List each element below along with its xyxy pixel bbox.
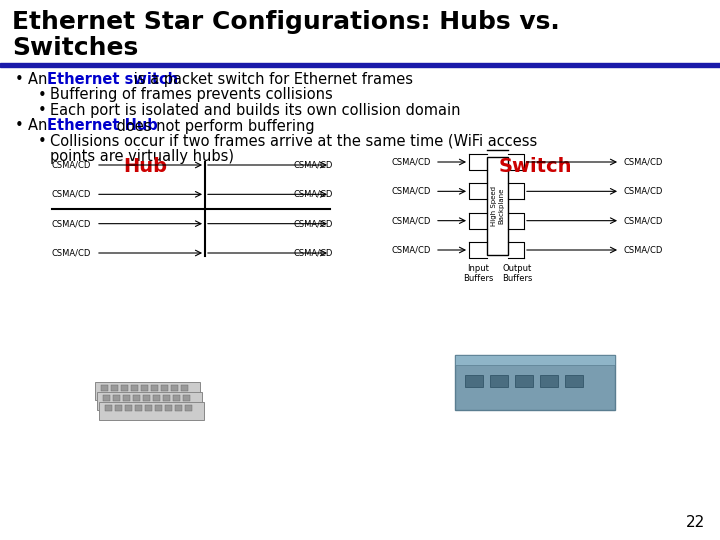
Bar	[105, 405, 112, 411]
Text: CSMA/CD: CSMA/CD	[623, 158, 662, 166]
Text: Ethernet Hub: Ethernet Hub	[47, 118, 158, 133]
Text: CSMA/CD: CSMA/CD	[294, 160, 333, 170]
Text: 22: 22	[685, 515, 705, 530]
Text: CSMA/CD: CSMA/CD	[623, 216, 662, 225]
Text: •: •	[38, 87, 47, 103]
Text: •: •	[15, 72, 24, 87]
Bar	[490, 375, 508, 387]
Bar	[121, 385, 128, 391]
Bar	[455, 355, 615, 410]
Text: Hub: Hub	[123, 157, 167, 176]
Text: CSMA/CD: CSMA/CD	[392, 158, 431, 166]
Bar	[153, 395, 160, 401]
Bar	[113, 395, 120, 401]
Bar	[455, 355, 615, 365]
Text: CSMA/CD: CSMA/CD	[623, 246, 662, 254]
Bar	[173, 395, 180, 401]
Text: CSMA/CD: CSMA/CD	[294, 219, 333, 228]
Bar	[565, 375, 583, 387]
Text: Buffering of frames prevents collisions: Buffering of frames prevents collisions	[50, 87, 333, 103]
Text: CSMA/CD: CSMA/CD	[392, 187, 431, 196]
Bar	[161, 385, 168, 391]
Text: CSMA/CD: CSMA/CD	[294, 248, 333, 258]
Text: is a packet switch for Ethernet frames: is a packet switch for Ethernet frames	[129, 72, 413, 87]
Bar	[141, 385, 148, 391]
Bar	[95, 382, 200, 400]
Bar	[185, 405, 192, 411]
Text: Input
Buffers: Input Buffers	[463, 264, 493, 284]
Text: Ethernet switch: Ethernet switch	[47, 72, 178, 87]
Text: •: •	[38, 134, 47, 149]
Bar	[123, 395, 130, 401]
Text: Collisions occur if two frames arrive at the same time (WiFi access: Collisions occur if two frames arrive at…	[50, 134, 537, 149]
Bar	[175, 405, 182, 411]
Bar	[115, 405, 122, 411]
Text: CSMA/CD: CSMA/CD	[392, 246, 431, 254]
Text: CSMA/CD: CSMA/CD	[52, 160, 91, 170]
Bar	[145, 405, 152, 411]
Text: Switch: Switch	[498, 157, 572, 176]
Text: Switches: Switches	[12, 36, 138, 60]
Bar	[143, 395, 150, 401]
Bar	[155, 405, 162, 411]
Text: Ethernet Star Configurations: Hubs vs.: Ethernet Star Configurations: Hubs vs.	[12, 10, 559, 34]
Bar	[540, 375, 558, 387]
Bar	[487, 157, 508, 255]
Bar	[181, 385, 188, 391]
Bar	[0, 63, 720, 67]
Text: CSMA/CD: CSMA/CD	[52, 190, 91, 199]
Text: CSMA/CD: CSMA/CD	[392, 216, 431, 225]
Bar	[465, 375, 483, 387]
Text: •: •	[38, 103, 47, 118]
Text: CSMA/CD: CSMA/CD	[52, 248, 91, 258]
Bar	[133, 395, 140, 401]
Text: CSMA/CD: CSMA/CD	[623, 187, 662, 196]
Text: Output
Buffers: Output Buffers	[502, 264, 532, 284]
Text: •: •	[15, 118, 24, 133]
Bar	[111, 385, 118, 391]
Text: CSMA/CD: CSMA/CD	[294, 190, 333, 199]
Text: Each port is isolated and builds its own collision domain: Each port is isolated and builds its own…	[50, 103, 461, 118]
Bar	[171, 385, 178, 391]
Text: An: An	[28, 118, 52, 133]
Text: An: An	[28, 72, 52, 87]
Bar	[103, 395, 110, 401]
Bar	[151, 385, 158, 391]
Text: points are virtually hubs): points are virtually hubs)	[50, 150, 234, 165]
Bar	[97, 392, 202, 410]
Bar	[165, 405, 172, 411]
Text: CSMA/CD: CSMA/CD	[52, 219, 91, 228]
Text: High Speed
Backplane: High Speed Backplane	[491, 186, 504, 226]
Text: does not perform buffering: does not perform buffering	[112, 118, 315, 133]
Bar	[183, 395, 190, 401]
Bar	[125, 405, 132, 411]
Bar	[131, 385, 138, 391]
Bar	[99, 402, 204, 420]
Bar	[101, 385, 108, 391]
Bar	[515, 375, 533, 387]
Bar	[135, 405, 142, 411]
Bar	[163, 395, 170, 401]
